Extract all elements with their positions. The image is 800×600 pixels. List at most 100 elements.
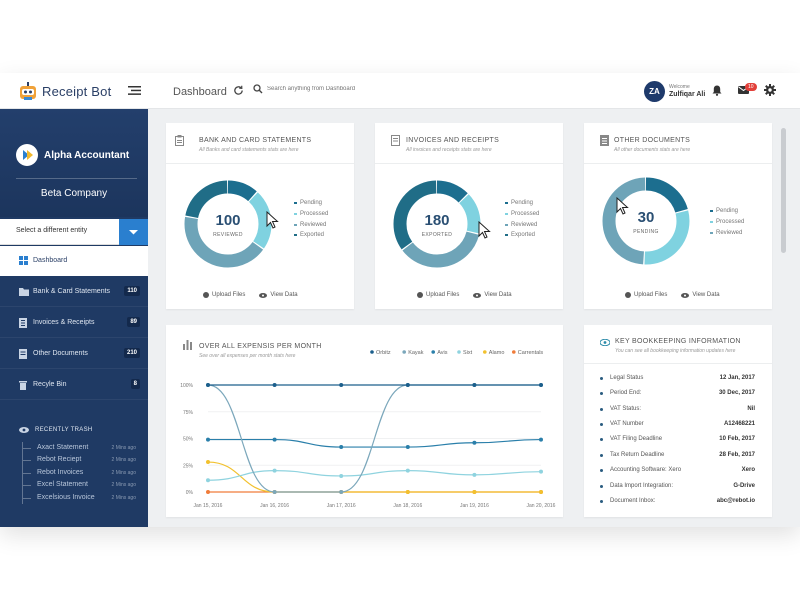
legend-label: Sixt — [463, 350, 473, 356]
bookkeeping-subtitle: You can see all bookkeeping information … — [615, 348, 736, 354]
list-item[interactable]: Excelsious Invoice 2 Mins ago — [23, 492, 140, 504]
data-point[interactable] — [272, 437, 277, 442]
x-tick-label: Jan 15, 2016 — [194, 503, 223, 509]
view-data-button[interactable]: View Data — [473, 292, 512, 298]
legend-swatch — [457, 350, 461, 354]
app-logo[interactable]: Receipt Bot — [17, 80, 111, 102]
data-point[interactable] — [472, 472, 477, 477]
series-line-alamo — [207, 461, 541, 493]
trash-item-time: 2 Mins ago — [111, 445, 136, 451]
scrollbar[interactable] — [781, 128, 786, 253]
line-chart: 100% 75% 50% 25% 0% Jan 15, 2016 Jan 16, 2016 J… — [180, 350, 555, 509]
data-point[interactable] — [472, 440, 477, 445]
data-point[interactable] — [339, 383, 344, 387]
legend-item: Processed — [710, 217, 744, 228]
data-point[interactable] — [405, 383, 410, 387]
data-point[interactable] — [206, 478, 210, 483]
info-key: Data Import Integration: — [610, 483, 674, 489]
legend-swatch — [370, 350, 374, 354]
info-value: 12 Jan, 2017 — [719, 375, 755, 381]
legend-item: Processed — [294, 209, 328, 220]
bullet — [600, 469, 603, 472]
gear-icon[interactable] — [764, 84, 776, 96]
card-value-label: PENDING — [633, 229, 659, 235]
data-point[interactable] — [405, 490, 410, 494]
bookkeeping-title: KEY BOOKKEEPING INFORMATION — [615, 338, 741, 345]
data-point[interactable] — [272, 468, 277, 473]
list-item[interactable]: Excel Statement 2 Mins ago — [23, 479, 140, 491]
donut-chart-bank — [184, 180, 272, 268]
sidebar-item-bank-card[interactable]: Bank & Card Statements 110 — [0, 277, 148, 307]
eye-icon — [600, 339, 610, 346]
data-point[interactable] — [539, 437, 543, 442]
bar-chart-icon — [183, 340, 192, 350]
view-data-button[interactable]: View Data — [259, 292, 298, 298]
info-value: 30 Dec, 2017 — [718, 390, 755, 396]
card-divider — [166, 163, 354, 164]
entity-dropdown-button[interactable] — [119, 219, 148, 245]
list-item[interactable]: Rebot Reciept 2 Mins ago — [23, 454, 140, 466]
list-item[interactable]: Rebot Invoices 2 Mins ago — [23, 467, 140, 479]
recent-trash-title: RECENTLY TRASH — [35, 427, 93, 433]
upload-files-button[interactable]: Upload Files — [625, 292, 667, 298]
sidebar-item-invoices[interactable]: Invoices & Receipts 89 — [0, 308, 148, 338]
search-box[interactable] — [253, 84, 407, 94]
refresh-icon[interactable] — [233, 85, 244, 96]
search-input[interactable] — [267, 86, 407, 92]
trash-item-time: 2 Mins ago — [111, 482, 136, 489]
card-bank-statements: BANK AND CARD STATEMENTS All Banks and c… — [166, 123, 354, 309]
sidebar-item-other-documents[interactable]: Other Documents 210 — [0, 339, 148, 369]
data-point[interactable] — [539, 490, 543, 494]
mouse-cursor-icon — [478, 221, 491, 239]
data-point[interactable] — [339, 473, 344, 478]
menu-icon[interactable] — [128, 86, 141, 95]
profile-panel: Alpha Accountant Beta Company — [0, 109, 148, 217]
donut-segment — [393, 180, 481, 268]
trash-item-time: 2 Mins ago — [111, 469, 136, 476]
user-name[interactable]: Zulfiqar Ali — [669, 91, 706, 98]
data-point[interactable] — [272, 490, 277, 494]
app-window: Receipt Bot Dashboard ZA Welcome Zulfiqa… — [0, 73, 800, 527]
data-point[interactable] — [339, 490, 344, 494]
bullet — [600, 485, 603, 488]
data-point[interactable] — [206, 437, 210, 442]
y-tick-label: 75% — [183, 410, 194, 416]
view-data-button[interactable]: View Data — [681, 292, 720, 298]
chart-title: OVER ALL EXPENSIS PER MONTH — [199, 343, 322, 350]
legend-swatch — [512, 350, 516, 354]
bell-icon[interactable] — [712, 85, 722, 96]
data-point[interactable] — [206, 460, 210, 465]
view-data-label: View Data — [484, 292, 512, 298]
data-point[interactable] — [472, 383, 477, 387]
data-point[interactable] — [472, 490, 477, 494]
entity-select[interactable]: Select a different entity — [0, 219, 148, 245]
data-point[interactable] — [339, 445, 344, 450]
data-point[interactable] — [539, 469, 543, 474]
donut-segment — [184, 180, 272, 268]
sidebar-item-dashboard[interactable]: Dashboard — [0, 246, 148, 276]
sidebar-item-recycle-bin[interactable]: Recyle Bin 8 — [0, 370, 148, 400]
data-point[interactable] — [206, 383, 210, 387]
data-point[interactable] — [272, 383, 277, 387]
y-tick-label: 50% — [183, 437, 194, 443]
data-point[interactable] — [405, 468, 410, 473]
upload-files-button[interactable]: Upload Files — [417, 292, 459, 298]
avatar[interactable]: ZA — [644, 81, 665, 102]
account-name: Alpha Accountant — [44, 150, 130, 161]
list-item[interactable]: Axact Statement 2 Mins ago — [23, 442, 140, 454]
legend-item: Exported — [294, 230, 328, 241]
data-point[interactable] — [539, 383, 543, 387]
card-subtitle: All invoices and receipts stats are here — [406, 147, 492, 153]
card-legend: Pending Processed Reviewed Exported — [505, 198, 539, 241]
legend-label: Avis — [437, 350, 448, 356]
upload-files-button[interactable]: Upload Files — [203, 292, 245, 298]
card-legend: Pending Processed Reviewed — [710, 206, 744, 238]
x-tick-label: Jan 16, 2016 — [260, 503, 289, 509]
data-point[interactable] — [405, 445, 410, 450]
card-invoices-receipts: INVOICES AND RECEIPTS All invoices and r… — [375, 123, 563, 309]
card-legend: Pending Processed Reviewed Exported — [294, 198, 328, 241]
data-point[interactable] — [206, 490, 210, 494]
legend-label: Orbitz — [376, 350, 391, 356]
card-expense-chart: OVER ALL EXPENSIS PER MONTH See over all… — [166, 325, 563, 517]
upload-files-label: Upload Files — [634, 292, 668, 298]
